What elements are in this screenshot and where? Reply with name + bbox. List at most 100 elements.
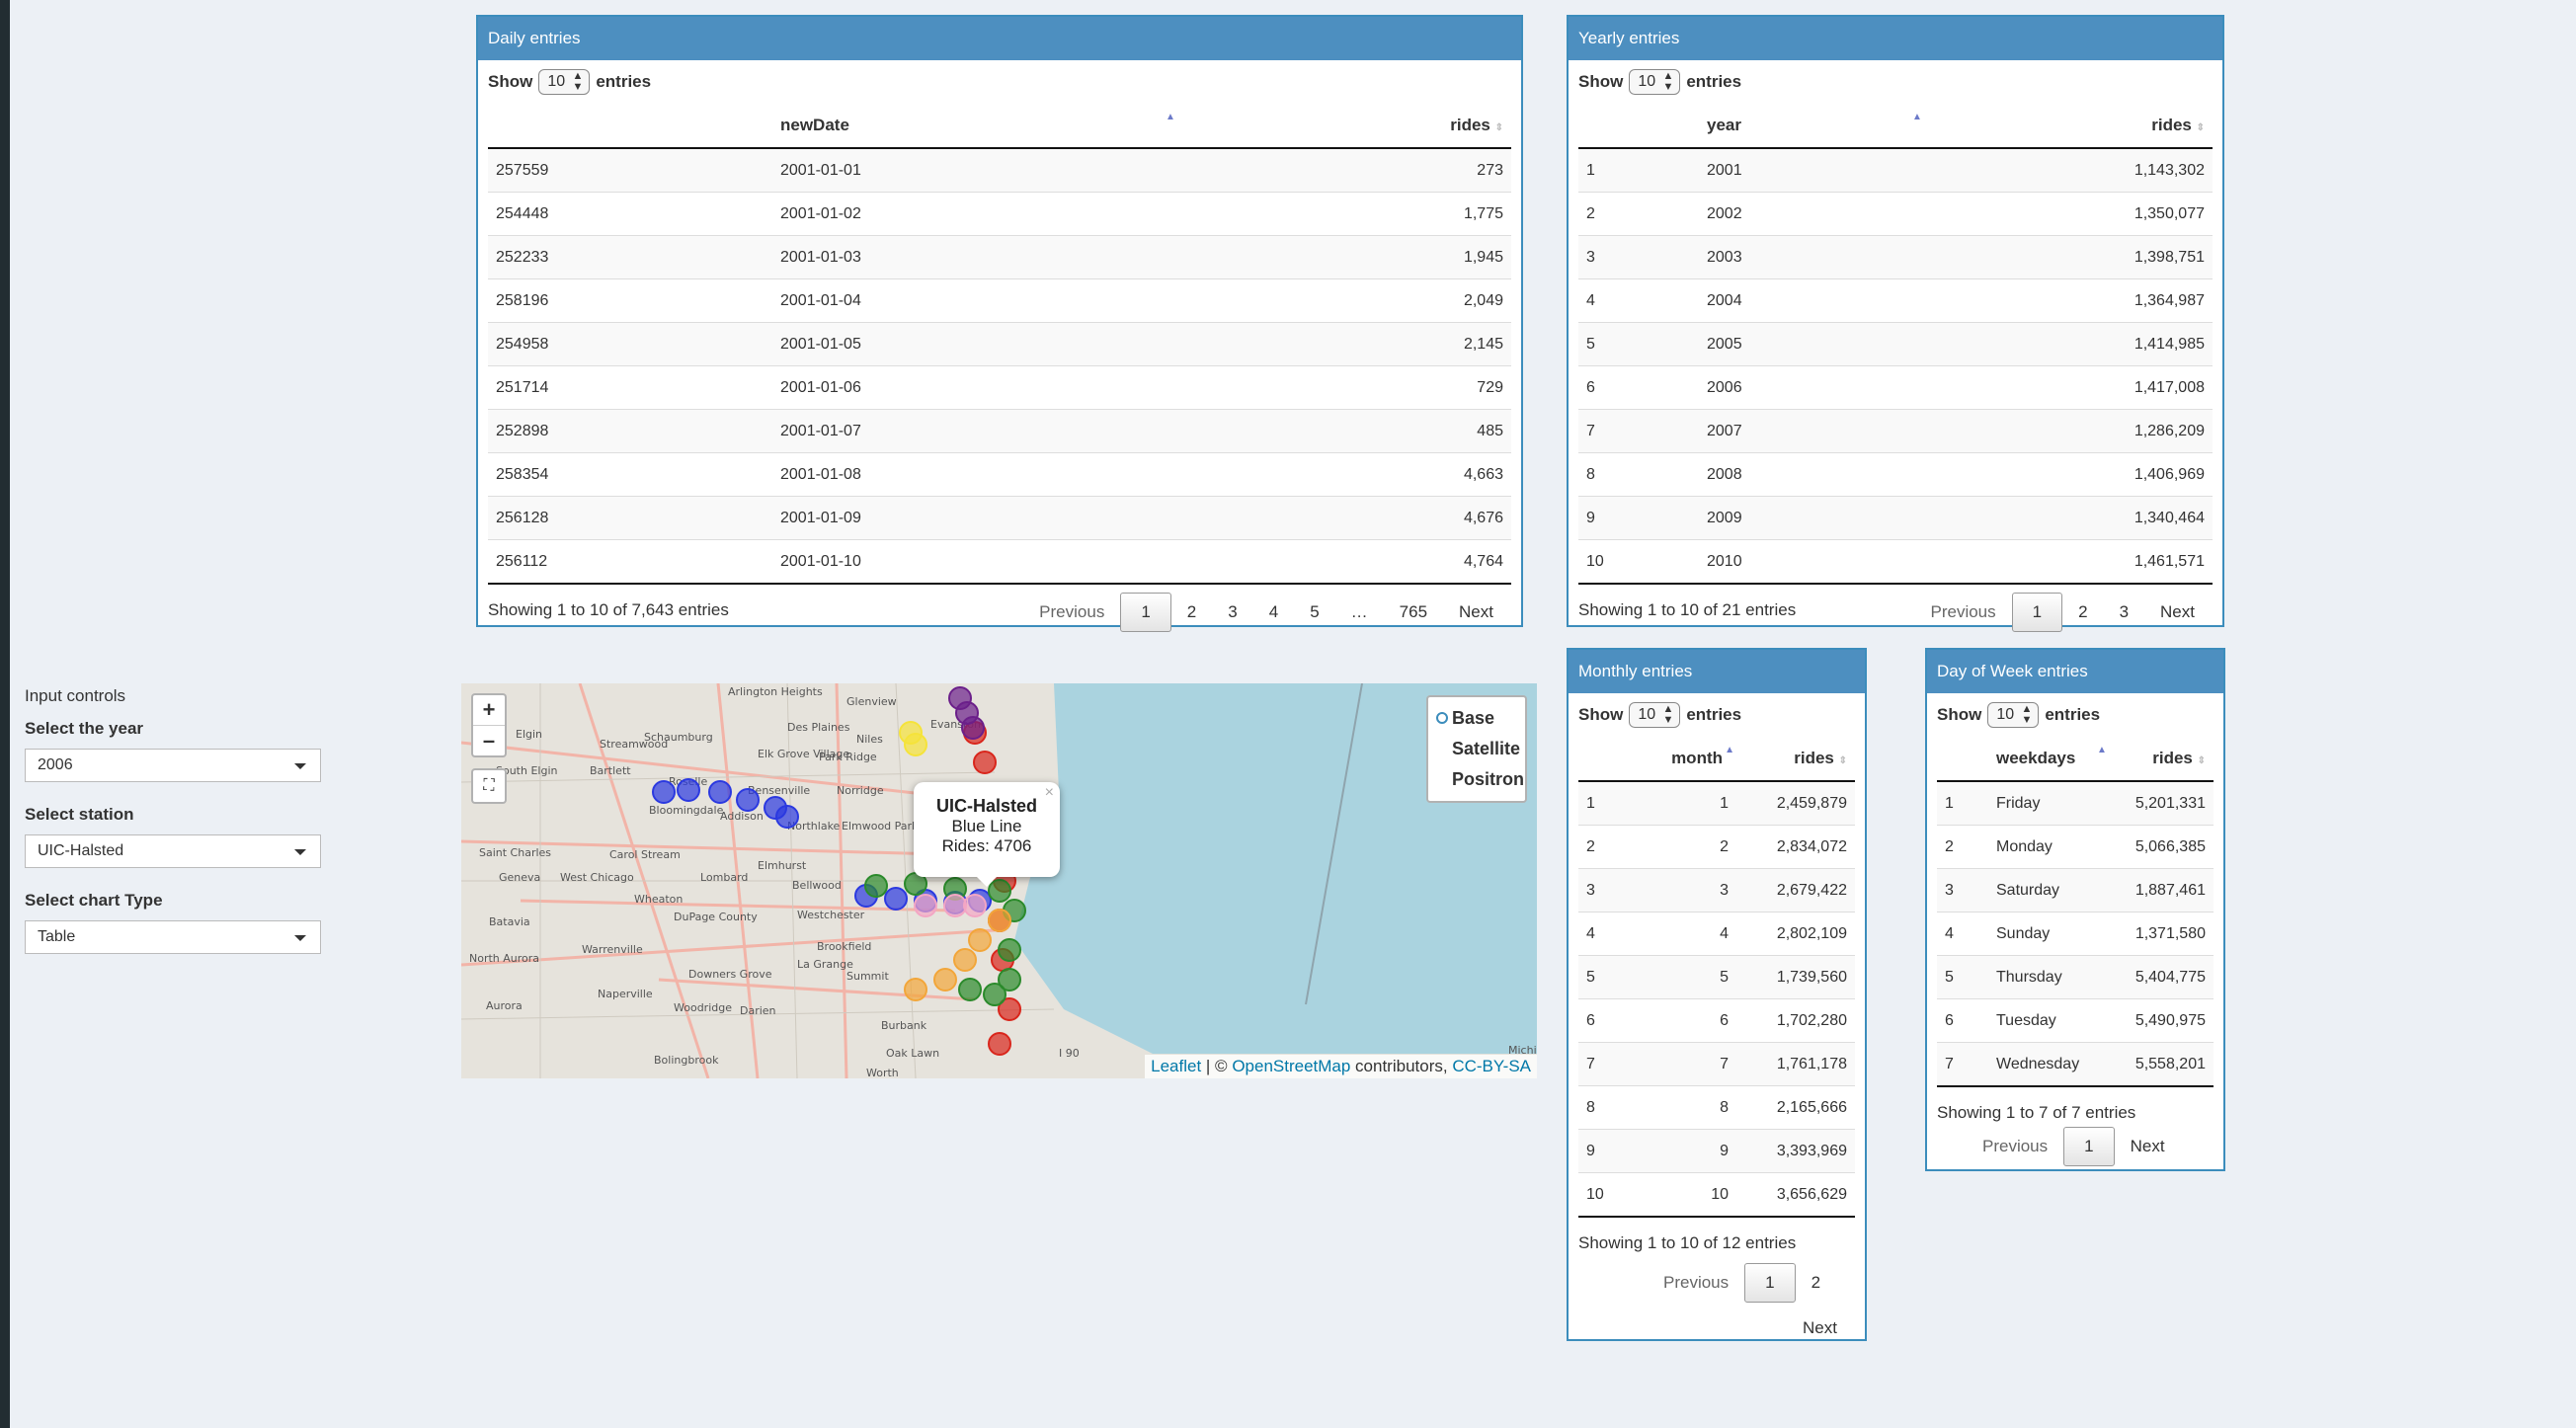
column-header-year[interactable]: year ▲	[1707, 104, 1944, 149]
zoom-in-button[interactable]: +	[473, 695, 505, 726]
page-button[interactable]: 1	[1120, 593, 1171, 632]
station-map[interactable]: Arlington Heights Glenview Evanston Schaumb…	[461, 683, 1537, 1078]
station-marker[interactable]	[736, 788, 760, 812]
map-place-label: Brookfield	[817, 940, 871, 953]
chart-type-select[interactable]: Table	[25, 920, 321, 954]
table-cell: 1,887,461	[2115, 868, 2214, 912]
station-marker[interactable]	[708, 780, 732, 804]
station-marker[interactable]	[933, 968, 957, 992]
table-cell: Thursday	[1986, 955, 2115, 999]
page-button[interactable]: 1	[2063, 1127, 2115, 1166]
column-header-rides[interactable]: rides ⇕	[2115, 737, 2214, 782]
page-button[interactable]: 3	[2119, 602, 2130, 621]
table-row: 3 3 2,679,422	[1578, 868, 1855, 912]
station-marker[interactable]	[677, 778, 700, 802]
next-page-button[interactable]: Next	[2130, 1137, 2165, 1155]
page-length-select[interactable]: 10 ▲ ▼	[1629, 702, 1681, 728]
column-header-rides[interactable]: rides ⇕	[1736, 737, 1855, 782]
station-marker[interactable]	[775, 805, 799, 829]
table-cell: 5	[1657, 955, 1736, 999]
page-button[interactable]: 2	[1811, 1273, 1821, 1292]
close-icon[interactable]: ×	[1044, 784, 1054, 801]
box-title: Day of Week entries	[1927, 650, 2223, 693]
column-header-newdate[interactable]: newDate ▲	[780, 104, 1175, 149]
layer-option-positron[interactable]: Positron	[1452, 769, 1525, 789]
station-marker[interactable]	[973, 751, 997, 774]
table-row: 258354 2001-01-08 4,663	[488, 452, 1511, 497]
station-marker[interactable]	[914, 894, 937, 917]
page-button[interactable]: 2	[1186, 602, 1197, 621]
table-cell: 2001-01-08	[780, 452, 1175, 497]
year-select[interactable]: 2006	[25, 749, 321, 782]
page-button[interactable]: 1	[2011, 593, 2063, 632]
next-page-button[interactable]: Next	[2160, 602, 2195, 621]
station-marker[interactable]	[943, 894, 967, 917]
station-marker[interactable]	[904, 978, 927, 1001]
page-button[interactable]: 2	[2078, 602, 2088, 621]
table-cell: 254958	[488, 322, 780, 366]
previous-page-button[interactable]: Previous	[1982, 1137, 2049, 1155]
table-cell: 4	[1578, 912, 1657, 956]
layer-option-base[interactable]: Base	[1436, 703, 1517, 734]
table-cell: 273	[1175, 147, 1511, 193]
page-length-select[interactable]: 10 ▲ ▼	[1987, 702, 2040, 728]
column-header-rides[interactable]: rides ⇕	[1944, 104, 2213, 149]
page-button[interactable]: 4	[1268, 602, 1279, 621]
station-marker[interactable]	[968, 928, 992, 952]
table-row: 256128 2001-01-09 4,676	[488, 496, 1511, 540]
map-place-label: I 90	[1059, 1047, 1080, 1060]
column-header-month[interactable]: month ▲	[1657, 737, 1736, 782]
previous-page-button[interactable]: Previous	[1930, 602, 1996, 621]
station-marker[interactable]	[998, 938, 1021, 962]
chevron-down-icon	[294, 763, 306, 769]
column-header[interactable]	[1578, 104, 1707, 149]
popup-line-name: Blue Line	[951, 817, 1022, 835]
station-marker[interactable]	[983, 983, 1006, 1006]
next-page-button[interactable]: Next	[1459, 602, 1493, 621]
table-row: 5 Thursday 5,404,775	[1937, 955, 2214, 999]
page-button[interactable]: 5	[1310, 602, 1320, 621]
map-tiles: Arlington HeightsGlenviewEvanstonSchaumb…	[461, 683, 1537, 1078]
page-length-select[interactable]: 10 ▲ ▼	[1629, 69, 1681, 95]
column-header-rides[interactable]: rides ⇕	[1175, 104, 1511, 149]
column-header[interactable]	[1937, 737, 1986, 782]
fullscreen-icon[interactable]: ⛶	[471, 768, 507, 804]
table-cell: 2	[1578, 825, 1657, 869]
page-button[interactable]: 3	[1228, 602, 1238, 621]
station-marker[interactable]	[988, 1032, 1011, 1056]
license-link[interactable]: CC-BY-SA	[1452, 1057, 1531, 1075]
layer-option-satellite[interactable]: Satellite	[1452, 739, 1521, 758]
station-marker[interactable]	[958, 978, 982, 1001]
length-show-label: Show	[1937, 705, 1982, 724]
previous-page-button[interactable]: Previous	[1663, 1273, 1730, 1292]
leaflet-link[interactable]: Leaflet	[1151, 1057, 1202, 1075]
station-marker[interactable]	[953, 948, 977, 972]
zoom-out-button[interactable]: –	[482, 728, 496, 753]
length-show-label: Show	[488, 72, 533, 91]
page-length-select[interactable]: 10 ▲ ▼	[538, 69, 591, 95]
table-row: 10 2010 1,461,571	[1578, 539, 2213, 585]
station-marker[interactable]	[998, 997, 1021, 1021]
station-marker[interactable]	[652, 780, 676, 804]
station-marker[interactable]	[988, 909, 1011, 932]
station-marker[interactable]	[963, 894, 987, 917]
next-page-button[interactable]: Next	[1803, 1318, 1837, 1337]
station-marker[interactable]	[904, 733, 927, 756]
osm-link[interactable]: OpenStreetMap	[1232, 1057, 1351, 1075]
table-cell: 1,775	[1175, 192, 1511, 236]
page-button[interactable]: 765	[1399, 602, 1428, 621]
station-select[interactable]: UIC-Halsted	[25, 834, 321, 868]
popup-tip	[977, 877, 997, 887]
table-cell: 7	[1578, 1042, 1657, 1086]
column-header[interactable]	[488, 104, 780, 149]
station-marker[interactable]	[884, 887, 908, 911]
table-cell: 9	[1657, 1129, 1736, 1173]
table-cell: 10	[1657, 1172, 1736, 1218]
station-marker[interactable]	[998, 968, 1021, 992]
station-marker[interactable]	[961, 716, 985, 740]
station-marker[interactable]	[864, 874, 888, 898]
column-header[interactable]	[1578, 737, 1657, 782]
previous-page-button[interactable]: Previous	[1039, 602, 1105, 621]
page-button[interactable]: 1	[1744, 1263, 1796, 1303]
column-header-weekdays[interactable]: weekdays ▲	[1986, 737, 2115, 782]
